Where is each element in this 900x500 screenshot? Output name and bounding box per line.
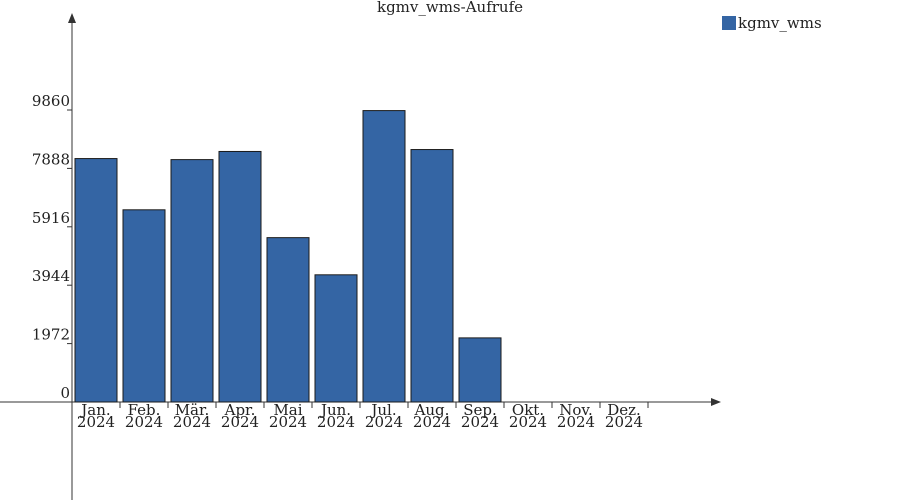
bar xyxy=(458,337,502,403)
y-tick-label: 3944 xyxy=(32,267,70,285)
y-tick-label: 1972 xyxy=(32,326,70,344)
x-tick-label: Feb. 2024 xyxy=(124,401,164,431)
x-tick-label: Mai 2024 xyxy=(268,401,308,431)
y-tick-label: 9860 xyxy=(32,92,70,110)
x-tick-label: Okt. 2024 xyxy=(508,401,548,431)
legend-swatch xyxy=(722,16,736,30)
bar xyxy=(314,274,358,403)
bar xyxy=(170,159,214,403)
y-axis-arrow xyxy=(68,13,76,23)
legend-label: kgmv_wms xyxy=(738,14,822,32)
x-tick-label: Aug. 2024 xyxy=(412,401,452,431)
bar xyxy=(74,158,118,403)
y-tick-label: 0 xyxy=(60,384,70,402)
x-tick-label: Jan. 2024 xyxy=(76,401,116,431)
x-axis-arrow xyxy=(711,398,721,406)
bar xyxy=(122,209,166,403)
x-tick-label: Jun. 2024 xyxy=(316,401,356,431)
x-tick-label: Nov. 2024 xyxy=(556,401,596,431)
y-tick-label: 7888 xyxy=(32,150,70,168)
x-tick-label: Jul. 2024 xyxy=(364,401,404,431)
bar xyxy=(266,237,310,403)
chart-title: kgmv_wms-Aufrufe xyxy=(377,0,523,16)
x-tick-label: Dez. 2024 xyxy=(604,401,644,431)
bar xyxy=(218,150,262,403)
bar xyxy=(410,149,454,403)
bar xyxy=(362,110,406,403)
x-tick-label: Mär. 2024 xyxy=(172,401,212,431)
y-tick-label: 5916 xyxy=(32,209,70,227)
x-tick-label: Apr. 2024 xyxy=(220,401,260,431)
x-tick-label: Sep. 2024 xyxy=(460,401,500,431)
